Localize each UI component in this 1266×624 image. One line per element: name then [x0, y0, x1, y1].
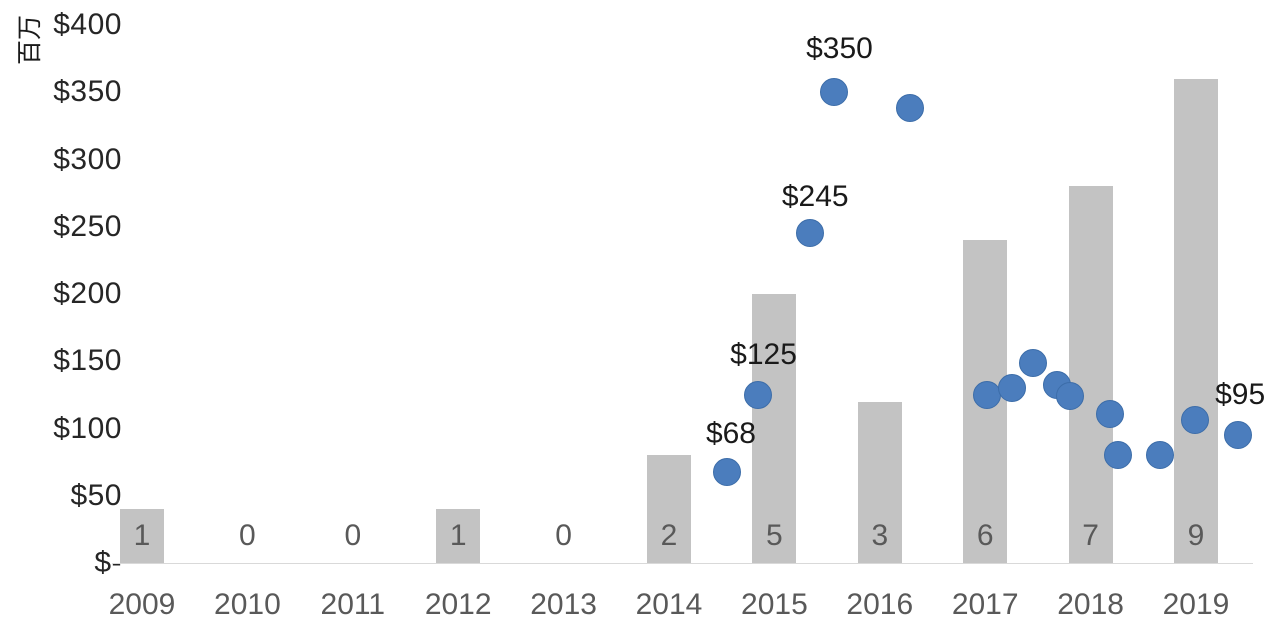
bar	[1174, 78, 1218, 563]
x-tick-label: 2019	[1162, 588, 1230, 621]
bar-count-label: 0	[555, 519, 572, 552]
y-tick-label: $300	[53, 142, 122, 176]
bar-count-label: 6	[976, 519, 994, 552]
scatter-dot	[1104, 441, 1132, 470]
y-tick-label: $350	[53, 75, 122, 109]
scatter-dot	[743, 380, 772, 409]
scatter-dot	[1180, 406, 1209, 435]
bar-count-label: 2	[660, 519, 678, 552]
bar	[436, 509, 481, 563]
scatter-dot	[896, 94, 925, 123]
y-tick-label: $200	[53, 277, 122, 310]
bar	[857, 401, 902, 563]
bar	[1068, 186, 1113, 563]
bar-count-label: 9	[1187, 519, 1205, 552]
y-tick-label: $50	[70, 478, 122, 512]
y-tick-label: $100	[53, 411, 122, 445]
bar	[120, 509, 164, 563]
scatter-dot	[997, 374, 1026, 403]
scatter-dot	[1146, 441, 1175, 470]
point-value-label: $125	[730, 337, 797, 371]
scatter-dot	[796, 219, 825, 248]
x-tick-label: 2012	[424, 588, 492, 621]
bar-count-label: 7	[1082, 519, 1099, 552]
x-tick-label: 2014	[635, 588, 703, 621]
bar-count-label: 3	[871, 519, 889, 552]
point-value-label: $350	[806, 32, 873, 66]
bar	[752, 294, 797, 563]
bar-count-label: 1	[449, 519, 467, 552]
x-axis-line	[113, 563, 1253, 564]
bar-count-label: 1	[133, 519, 151, 552]
scatter-dot	[1055, 382, 1084, 411]
scatter-dot	[1018, 348, 1047, 377]
bar-count-label: 5	[766, 519, 783, 552]
y-tick-label: $-	[94, 546, 122, 579]
y-tick-label: $150	[53, 344, 122, 378]
x-tick-label: 2015	[741, 588, 808, 621]
x-tick-label: 2013	[530, 588, 597, 621]
x-tick-label: 2009	[108, 588, 176, 621]
x-tick-label: 2011	[320, 588, 386, 621]
scatter-dot	[973, 380, 1002, 409]
scatter-dot	[1224, 421, 1253, 450]
x-tick-label: 2016	[846, 588, 914, 621]
bar	[647, 455, 691, 563]
x-tick-label: 2010	[214, 588, 281, 621]
bar-count-label: 0	[344, 519, 362, 552]
scatter-dot	[712, 457, 741, 486]
scatter-dot	[1095, 399, 1124, 428]
scatter-dot	[820, 78, 849, 107]
y-tick-label: $400	[53, 8, 122, 41]
point-value-label: $68	[705, 416, 756, 450]
x-tick-label: 2017	[951, 588, 1019, 621]
point-value-label: $95	[1215, 378, 1266, 412]
y-tick-label: $250	[53, 209, 122, 243]
x-tick-label: 2018	[1057, 588, 1124, 621]
bar-count-label: 0	[239, 519, 256, 552]
point-value-label: $245	[781, 180, 849, 214]
